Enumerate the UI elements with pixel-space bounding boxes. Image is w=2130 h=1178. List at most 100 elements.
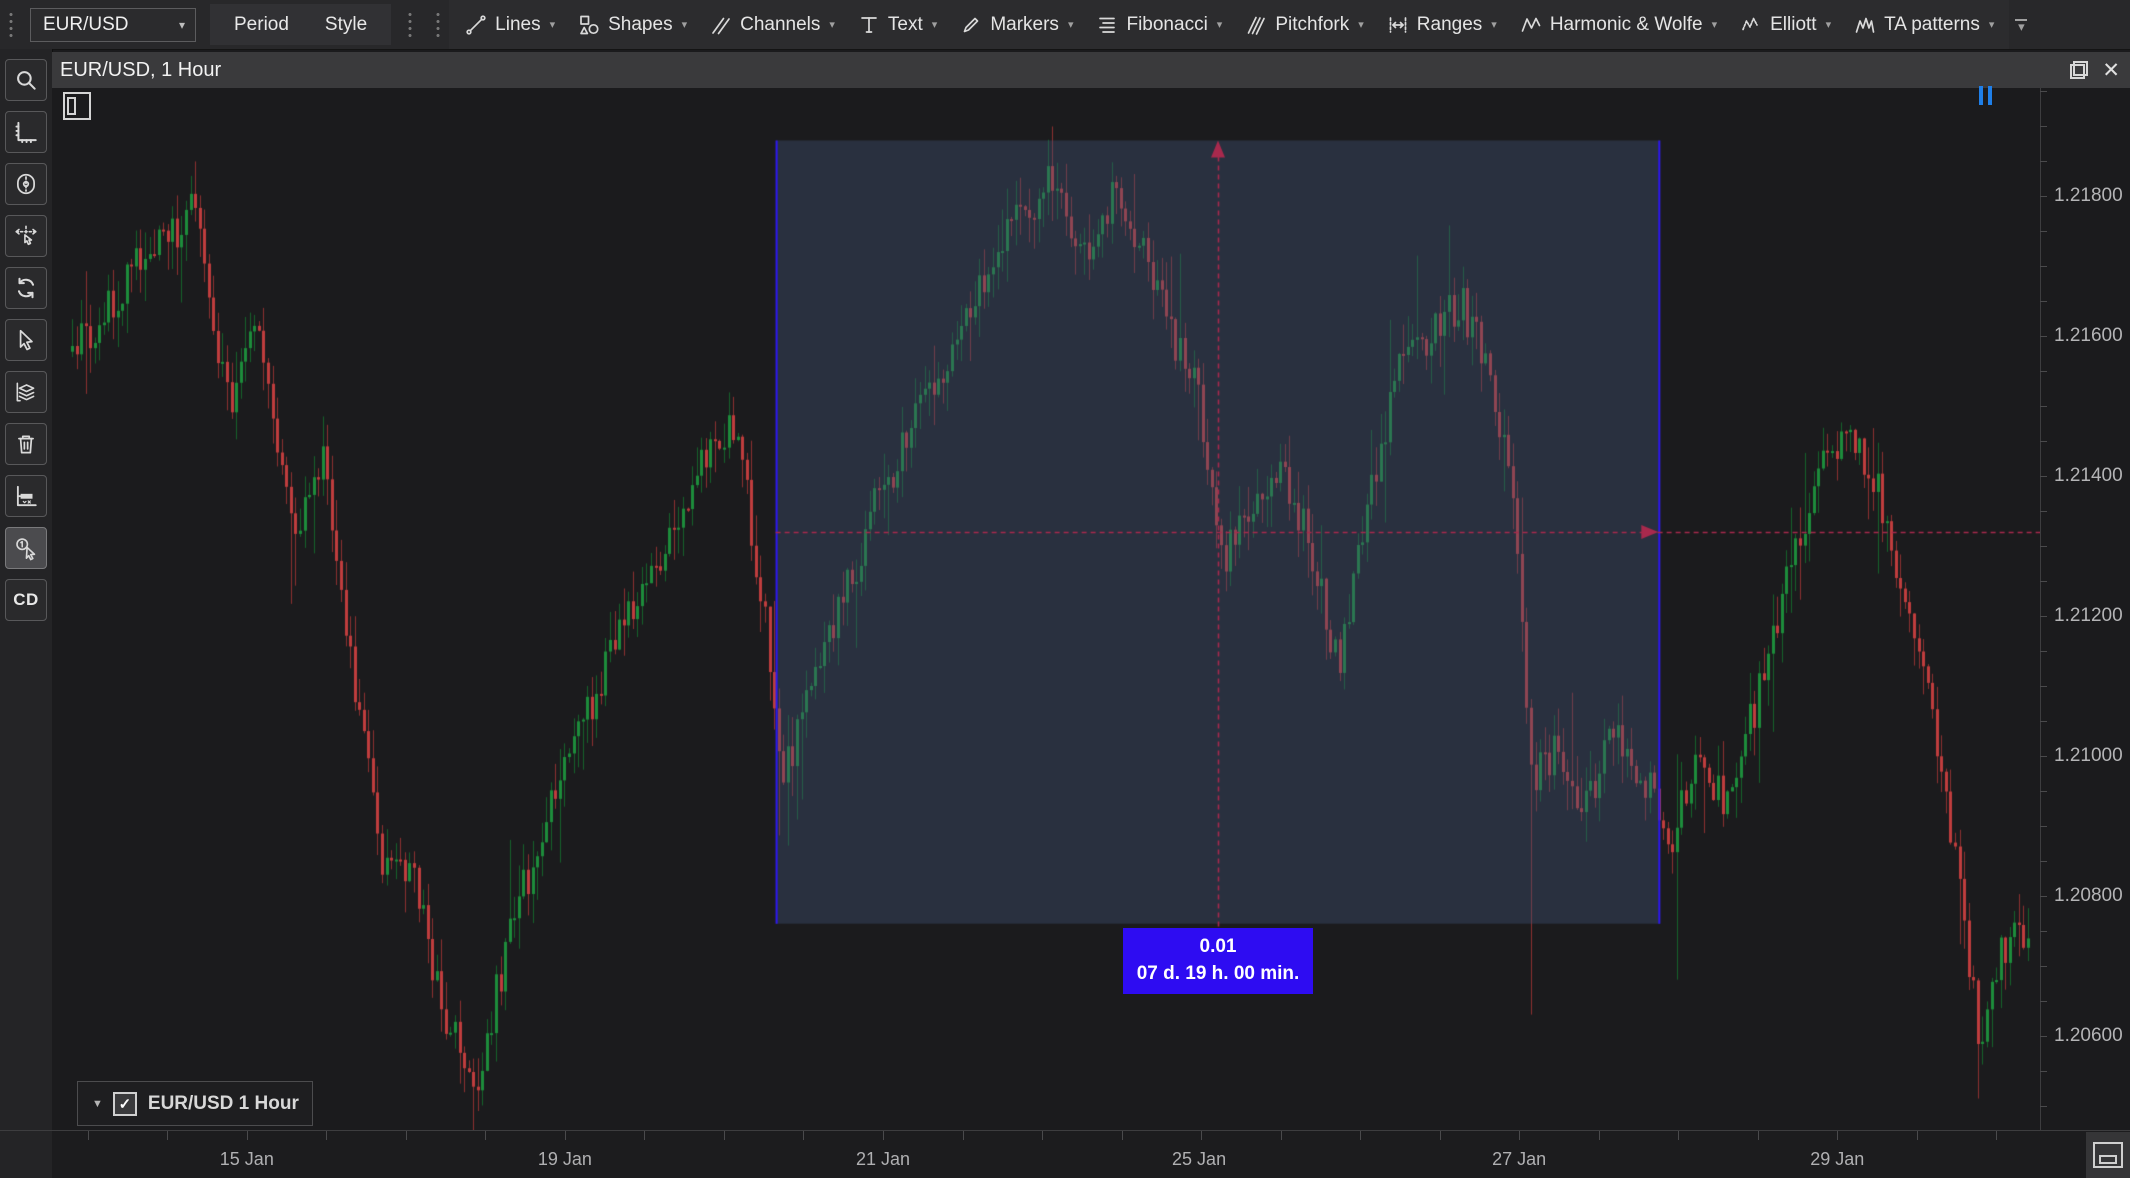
price-axis-tick	[2040, 301, 2047, 303]
time-axis-tick	[1201, 1131, 1203, 1140]
tool-price-scale-icon[interactable]	[5, 163, 47, 205]
restore-window-icon[interactable]	[2070, 61, 2089, 79]
tool-axis-scale-icon[interactable]	[5, 111, 47, 153]
measurement-price-delta: 0.01	[1199, 936, 1237, 958]
toolbar-overflow-button[interactable]: ▾	[2015, 19, 2028, 33]
toolbar-menu-elliott[interactable]: Elliott ▾	[1728, 0, 1842, 49]
time-axis-tick	[1598, 1131, 1600, 1140]
legend-expand-chevron-icon[interactable]: ▼	[92, 1097, 103, 1110]
line-icon	[464, 13, 488, 37]
time-axis-tick	[1678, 1131, 1680, 1140]
toolbar-grip-handle[interactable]	[407, 10, 414, 39]
tool-measure-icon[interactable]	[5, 475, 47, 517]
price-scale-icon	[13, 171, 39, 197]
price-axis-tick	[2040, 1035, 2047, 1037]
chevron-down-icon: ▾	[549, 19, 556, 31]
chevron-down-icon: ▾	[931, 19, 938, 31]
time-axis-label: 21 Jan	[855, 1149, 910, 1169]
chevron-down-icon: ▾	[681, 19, 688, 31]
pitchfork-icon	[1244, 13, 1268, 37]
period-button[interactable]: Period	[234, 14, 289, 35]
price-axis-label: 1.21600	[2054, 325, 2123, 347]
shapes-icon	[577, 13, 601, 37]
left-tool-rail: CD	[0, 49, 53, 1178]
toolbar-menu-ta-patterns[interactable]: TA patterns ▾	[1842, 0, 2005, 49]
time-axis-label: 15 Jan	[219, 1149, 274, 1169]
toolbar-menu-markers[interactable]: Markers ▾	[948, 0, 1084, 49]
ranges-icon	[1386, 13, 1410, 37]
text-icon	[857, 13, 881, 37]
toolbar-grip-handle[interactable]	[435, 10, 442, 39]
time-axis-tick	[1916, 1131, 1918, 1140]
toolbar-menu-channels[interactable]: Channels ▾	[698, 0, 846, 49]
time-axis-tick	[485, 1131, 487, 1140]
toolbar-menu-lines[interactable]: Lines ▾	[453, 0, 566, 49]
toolbar-menu-ranges[interactable]: Ranges ▾	[1375, 0, 1508, 49]
tool-search-icon[interactable]	[5, 59, 47, 101]
style-button[interactable]: Style	[324, 14, 368, 35]
axis-scale-icon	[13, 119, 39, 145]
price-axis-tick	[2040, 720, 2047, 722]
time-axis-tick	[167, 1131, 169, 1140]
fibonacci-icon	[1095, 13, 1119, 37]
close-icon[interactable]: ✕	[2102, 58, 2120, 82]
price-axis-tick	[2040, 825, 2047, 827]
time-axis-tick	[564, 1131, 566, 1140]
chart-title: EUR/USD, 1 Hour	[60, 58, 222, 81]
toggle-bottom-panel-icon[interactable]	[2086, 1132, 2130, 1178]
toolbar-menu-text[interactable]: Text ▾	[846, 0, 948, 49]
ta-patterns-icon	[1853, 13, 1877, 37]
price-axis-tick	[2040, 755, 2047, 757]
toolbar-menu-fibonacci[interactable]: Fibonacci ▾	[1084, 0, 1233, 49]
time-axis-tick	[1280, 1131, 1282, 1140]
tool-one-click-icon[interactable]	[5, 527, 47, 569]
chevron-down-icon: ▾	[1358, 19, 1364, 31]
tool-cursor-icon[interactable]	[5, 319, 47, 361]
series-legend[interactable]: ▼ ✓ EUR/USD 1 Hour	[77, 1081, 313, 1126]
time-axis-tick	[405, 1131, 407, 1140]
measurement-tooltip: 0.01 07 d. 19 h. 00 min.	[1123, 927, 1313, 994]
tool-sync-icon[interactable]	[5, 267, 47, 309]
price-axis[interactable]: 1.21800 1.21600 1.21400 1.21200 1.21000 1.208…	[2040, 88, 2130, 1130]
time-axis-tick	[1996, 1131, 1998, 1140]
price-axis-tick	[2040, 161, 2047, 163]
price-axis-label: 1.20800	[2054, 884, 2123, 906]
time-axis-tick	[1757, 1131, 1759, 1140]
time-axis-tick	[644, 1131, 646, 1140]
tool-pan-icon[interactable]	[5, 215, 47, 257]
symbol-selector[interactable]: EUR/USD ▾	[30, 7, 196, 42]
candlestick-chart[interactable]	[52, 88, 2040, 1130]
tool-layers-icon[interactable]	[5, 371, 47, 413]
toolbar-menu-harmonic-wolfe[interactable]: Harmonic & Wolfe ▾	[1508, 0, 1728, 49]
tool-cd-icon[interactable]: CD	[5, 579, 47, 621]
price-axis-label: 1.21400	[2054, 465, 2123, 487]
elliott-icon	[1739, 13, 1763, 37]
pause-autoscroll-icon[interactable]	[1979, 86, 1995, 105]
price-axis-tick	[2040, 476, 2047, 478]
price-axis-label: 1.20600	[2054, 1024, 2123, 1046]
sync-icon	[13, 275, 39, 301]
time-axis-tick	[1360, 1131, 1362, 1140]
time-axis[interactable]: 15 Jan 19 Jan 21 Jan 25 Jan 27 Jan 29 Jan	[52, 1130, 2130, 1178]
time-axis-tick	[1439, 1131, 1441, 1140]
time-axis-label: 29 Jan	[1810, 1149, 1865, 1169]
price-axis-tick	[2040, 1000, 2047, 1002]
toolbar-menu-pitchfork[interactable]: Pitchfork ▾	[1233, 0, 1374, 49]
toggle-left-panel-icon[interactable]	[63, 92, 91, 120]
toolbar-grip-handle[interactable]	[8, 10, 14, 39]
time-axis-tick	[1837, 1131, 1839, 1140]
period-style-group: Period Style	[210, 4, 392, 45]
price-axis-tick	[2040, 685, 2047, 687]
toolbar-menu-shapes[interactable]: Shapes ▾	[566, 0, 698, 49]
drawing-tools-menubar: Lines ▾ Shapes ▾ Channels ▾ Text ▾ Marke…	[449, 0, 2010, 49]
legend-visibility-checkbox[interactable]: ✓	[112, 1091, 137, 1116]
tool-delete-icon[interactable]	[5, 423, 47, 465]
time-axis-tick	[87, 1131, 89, 1140]
price-axis-tick	[2040, 266, 2047, 268]
measure-icon	[13, 483, 39, 509]
price-axis-label: 1.21200	[2054, 604, 2123, 626]
harmonic-icon	[1519, 13, 1543, 37]
price-axis-label: 1.21000	[2054, 744, 2123, 766]
price-axis-tick	[2040, 965, 2047, 967]
